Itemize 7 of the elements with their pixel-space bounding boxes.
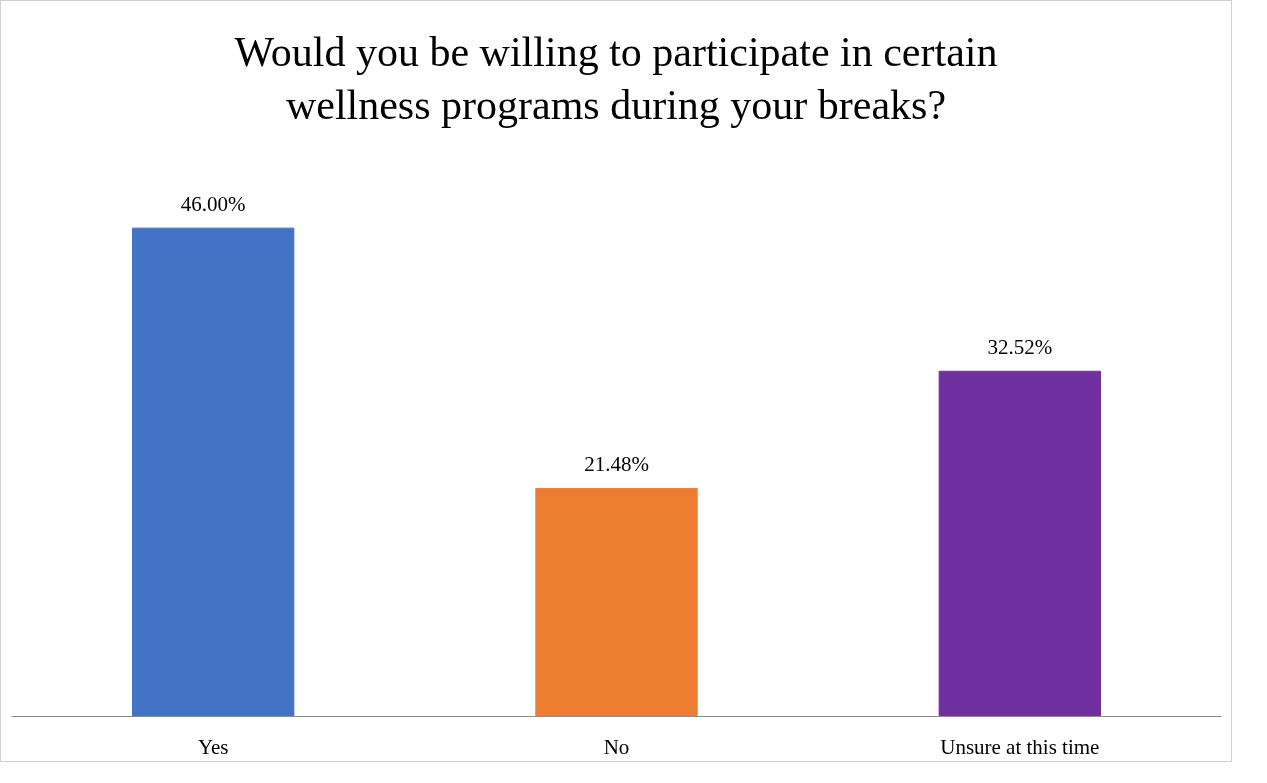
x-tick-label: No — [603, 734, 630, 759]
data-label: 21.48% — [584, 452, 649, 477]
data-label: 32.52% — [987, 335, 1053, 360]
data-label: 46.00% — [180, 192, 246, 217]
chart-title: Would you be willing to participate in certain wellness programs during your breaks? — [233, 28, 999, 130]
x-tick-label: Yes — [197, 734, 229, 759]
x-tick-label: Unsure at this time — [940, 734, 1100, 759]
